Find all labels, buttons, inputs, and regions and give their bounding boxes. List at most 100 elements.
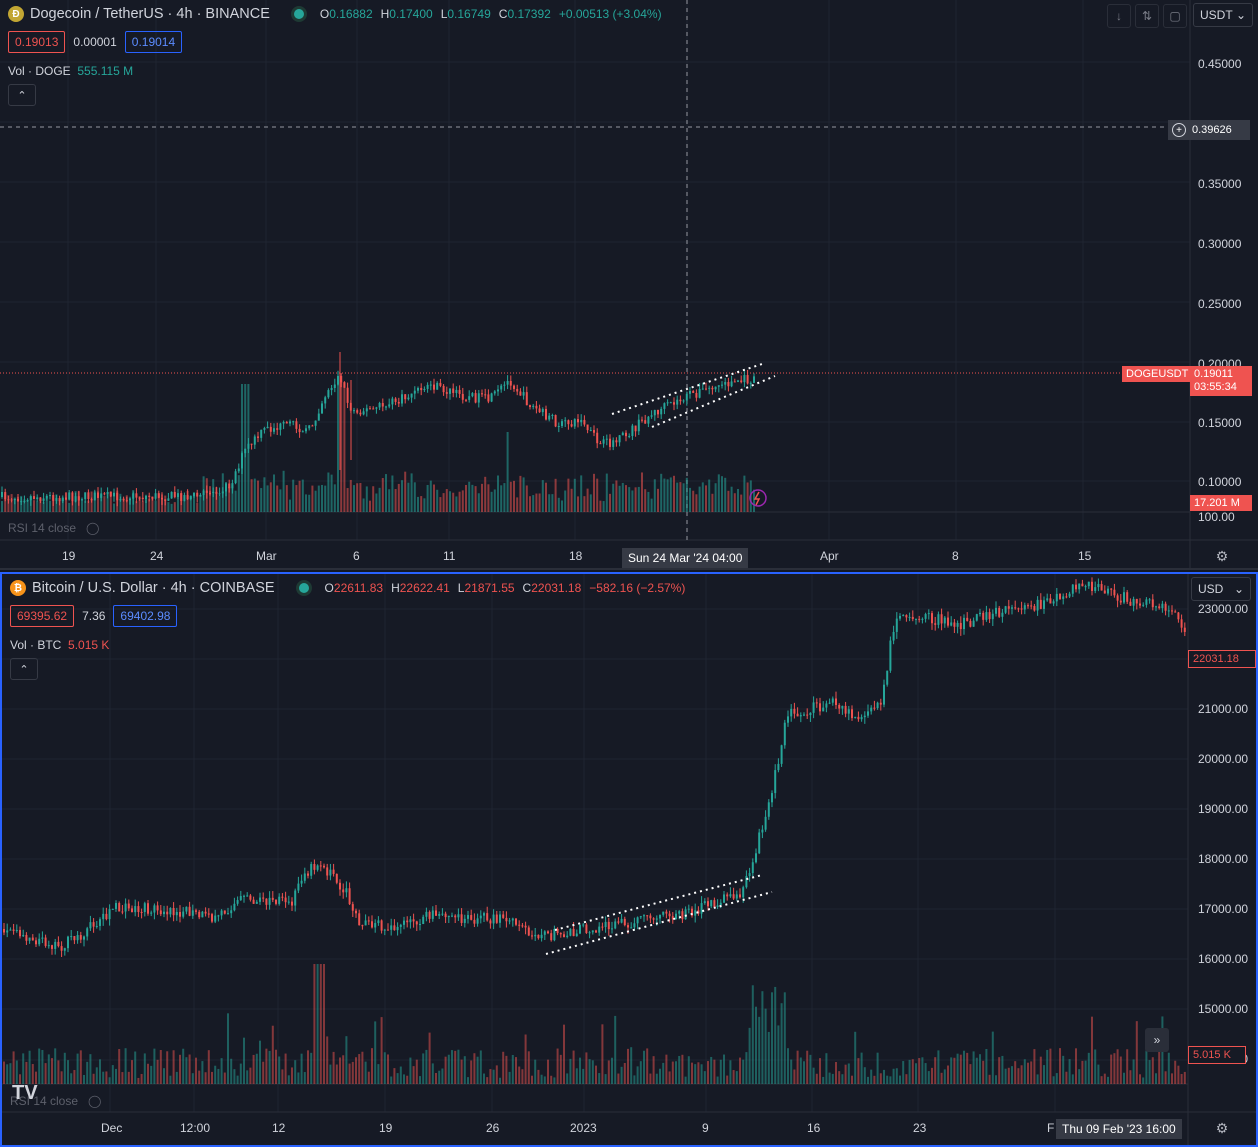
volume-bar xyxy=(612,483,615,512)
time-tick-label: 15 xyxy=(1078,549,1092,563)
doge-chart-canvas[interactable] xyxy=(0,0,1258,568)
volume-bar xyxy=(627,1048,629,1084)
volume-bar xyxy=(681,1054,684,1084)
btc-symbol-title[interactable]: Bitcoin / U.S. Dollar · 4h · COINBASE xyxy=(32,580,275,596)
candle-body xyxy=(9,929,12,931)
volume-bar xyxy=(111,1065,114,1084)
volume-bar xyxy=(44,1063,47,1084)
candle-body xyxy=(1071,584,1074,594)
candle-body xyxy=(317,413,320,421)
candle-body xyxy=(1049,598,1052,604)
candle-body xyxy=(1103,590,1106,594)
volume-bar xyxy=(188,1054,191,1084)
buy-price-box[interactable]: 0.19014 xyxy=(124,31,183,53)
volume-bar xyxy=(924,1063,927,1084)
sell-price-box[interactable]: 0.19013 xyxy=(8,31,66,53)
volume-bar xyxy=(899,1075,901,1084)
eye-hidden-icon[interactable]: ◯ xyxy=(86,521,100,535)
volume-bar xyxy=(311,485,314,512)
volume-bar xyxy=(985,1049,988,1084)
market-status-icon[interactable] xyxy=(298,583,309,593)
volume-bar xyxy=(202,476,205,512)
candle-body xyxy=(268,897,271,905)
time-tick-label: Apr xyxy=(820,549,839,563)
volume-bar xyxy=(673,475,675,512)
candle-body xyxy=(407,397,410,400)
candle-body xyxy=(359,412,362,415)
candle-body xyxy=(559,933,562,935)
candle-body xyxy=(921,618,924,620)
collapse-icon[interactable]: ⇅ xyxy=(1135,4,1159,28)
candle-body xyxy=(230,910,233,914)
doge-chart-pane[interactable]: Ð Dogecoin / TetherUS · 4h · BINANCE O0.… xyxy=(0,0,1258,570)
arrow-down-icon[interactable]: ↓ xyxy=(1107,4,1131,28)
channel-upper-line xyxy=(611,363,763,415)
currency-select[interactable]: USDT ⌄ xyxy=(1193,3,1253,27)
candle-body xyxy=(675,913,677,920)
add-plus-icon[interactable]: + xyxy=(1172,123,1186,137)
volume-bar xyxy=(372,486,375,512)
sell-price-box[interactable]: 69395.62 xyxy=(10,605,75,627)
volume-bar xyxy=(132,490,135,512)
volume-bar xyxy=(915,1063,917,1084)
candle-body xyxy=(812,702,815,713)
volume-bar xyxy=(425,1049,428,1084)
scroll-to-realtime-button[interactable]: » xyxy=(1145,1028,1169,1052)
eye-hidden-icon[interactable]: ◯ xyxy=(88,1094,102,1108)
collapse-legend-button[interactable]: ⌃ xyxy=(8,84,36,106)
settings-gear-icon[interactable]: ⚙ xyxy=(1215,1119,1229,1136)
volume-bar xyxy=(215,487,218,512)
candle-body xyxy=(621,432,624,436)
volume-bar xyxy=(92,1073,95,1084)
candle-body xyxy=(1126,592,1129,602)
volume-bar xyxy=(995,1075,997,1084)
candle-body xyxy=(92,922,95,927)
candle-body xyxy=(583,419,586,425)
btc-chart-canvas[interactable] xyxy=(2,574,1256,1145)
volume-bar xyxy=(934,1057,937,1084)
volume-bar xyxy=(223,1072,226,1084)
collapse-legend-button[interactable]: ⌃ xyxy=(10,658,38,680)
volume-bar xyxy=(407,482,410,512)
candle-body xyxy=(406,920,409,923)
candle-body xyxy=(330,387,333,391)
volume-bar xyxy=(207,1050,210,1084)
candle-body xyxy=(1119,600,1122,603)
buy-price-box[interactable]: 69402.98 xyxy=(113,605,178,627)
candle-body xyxy=(513,385,515,389)
candle-body xyxy=(739,894,741,898)
volume-bar xyxy=(727,490,730,512)
candle-body xyxy=(620,918,623,923)
time-tick-label: 19 xyxy=(379,1121,393,1135)
candle-body xyxy=(966,617,969,621)
volume-bar xyxy=(95,1067,98,1084)
currency-select[interactable]: USD ⌄ xyxy=(1191,577,1251,601)
doge-symbol-title[interactable]: Dogecoin / TetherUS · 4h · BINANCE xyxy=(30,6,270,22)
btc-chart-pane[interactable]: ₿ Bitcoin / U.S. Dollar · 4h · COINBASE … xyxy=(0,572,1258,1147)
candle-body xyxy=(553,928,556,941)
volume-bar xyxy=(212,479,215,512)
settings-gear-icon[interactable]: ⚙ xyxy=(1215,547,1229,564)
candle-body xyxy=(639,916,642,918)
volume-bar xyxy=(105,1071,108,1084)
candle-body xyxy=(76,935,79,941)
volume-bar xyxy=(687,1056,690,1084)
volume-bar xyxy=(1123,1072,1125,1084)
tradingview-logo[interactable]: TV xyxy=(12,1082,38,1104)
candle-body xyxy=(676,399,679,405)
crosshair-time-label: Thu 09 Feb '23 16:00 xyxy=(1056,1119,1182,1139)
candle-body xyxy=(500,385,503,390)
candle-body xyxy=(575,933,578,937)
volume-bar xyxy=(1068,1059,1071,1084)
candle-body xyxy=(1097,584,1100,588)
volume-bar xyxy=(838,1071,841,1084)
candle-body xyxy=(614,921,617,929)
maximize-icon[interactable]: ▢ xyxy=(1163,4,1187,28)
market-status-icon[interactable] xyxy=(293,9,304,19)
volume-bar xyxy=(415,1059,418,1084)
volume-bar xyxy=(145,496,147,512)
candle-body xyxy=(6,930,9,933)
volume-bar xyxy=(234,490,237,512)
candle-body xyxy=(445,392,448,394)
candle-body xyxy=(22,934,25,937)
